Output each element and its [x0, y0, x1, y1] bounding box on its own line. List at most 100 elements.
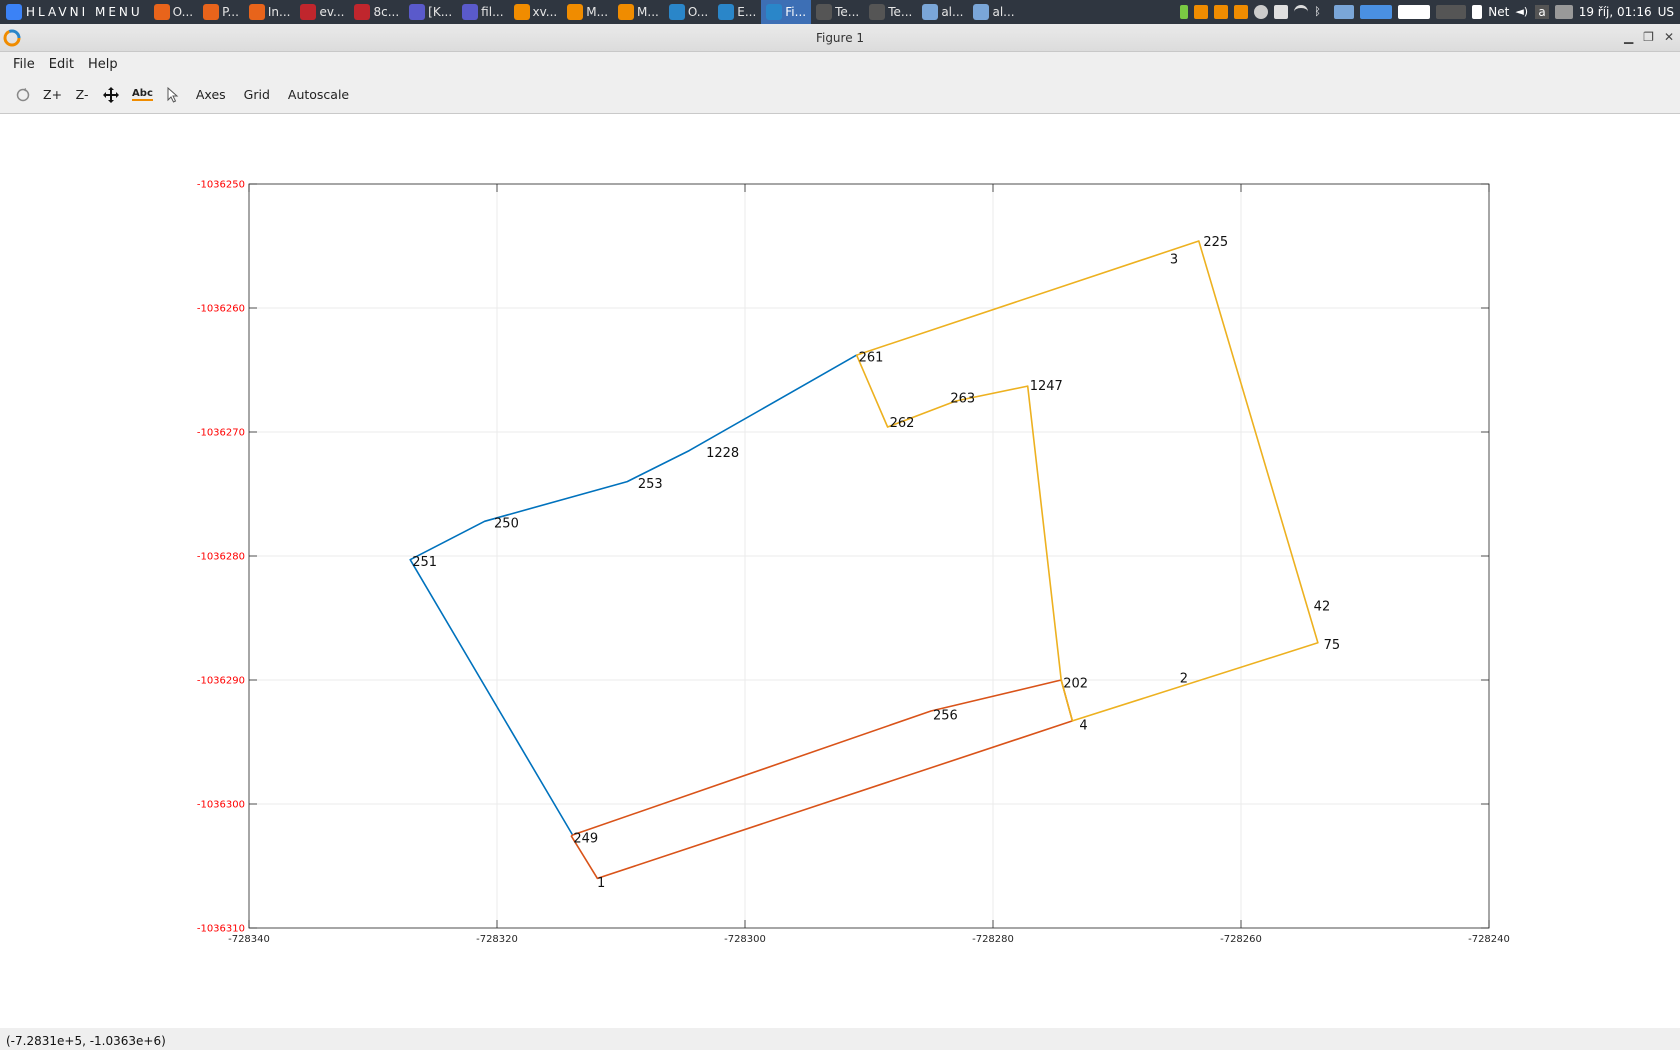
bluetooth-icon[interactable]: ᛒ — [1314, 5, 1321, 18]
select-button[interactable] — [160, 81, 186, 109]
point-label-17: 1 — [597, 876, 605, 891]
vlc-tray-icon-3[interactable] — [1234, 5, 1249, 19]
taskbar-task-15[interactable]: al... — [917, 0, 968, 24]
x-tick-label-4: -728260 — [1220, 934, 1262, 945]
x-tick-label-2: -728300 — [724, 934, 766, 945]
taskbar-task-1[interactable]: P... — [198, 0, 244, 24]
taskbar-task-3[interactable]: ev... — [295, 0, 349, 24]
sync-icon[interactable] — [1254, 5, 1269, 19]
taskbar-task-13[interactable]: Te... — [811, 0, 864, 24]
start-menu-button[interactable]: HLAVNI MENU — [0, 0, 149, 24]
point-label-1: 3 — [1170, 252, 1178, 267]
point-label-9: 251 — [412, 555, 437, 570]
vlc-tray-icon[interactable] — [1194, 5, 1209, 19]
taskbar-task-14[interactable]: Te... — [864, 0, 917, 24]
point-label-11: 75 — [1324, 638, 1341, 653]
battery-icon[interactable] — [1180, 5, 1189, 19]
task-app-icon — [567, 4, 584, 20]
status-bar: (-7.2831e+5, -1.0363e+6) — [0, 1028, 1680, 1050]
close-icon[interactable]: ✕ — [1663, 30, 1674, 44]
taskbar-task-16[interactable]: al... — [968, 0, 1019, 24]
task-app-icon — [668, 4, 685, 20]
x-tick-label-3: -728280 — [972, 934, 1014, 945]
task-app-icon — [300, 4, 317, 20]
task-label: Te... — [835, 5, 860, 19]
taskbar-task-8[interactable]: M... — [562, 0, 613, 24]
system-tray: ᛒ Net ◄) a 19 říj, 01:16 US — [1174, 0, 1680, 24]
maximize-icon[interactable]: ❐ — [1643, 30, 1654, 44]
clock[interactable]: 19 říj, 01:16 — [1578, 5, 1652, 19]
taskbar-task-10[interactable]: O... — [664, 0, 713, 24]
zoom-out-button[interactable]: Z- — [75, 87, 89, 102]
window-title: Figure 1 — [815, 30, 865, 45]
minimize-icon[interactable]: ▁ — [1623, 30, 1634, 44]
axes-button[interactable]: Axes — [195, 87, 226, 102]
insert-text-button[interactable]: Abc — [127, 81, 158, 109]
zoom-in-button[interactable]: Z+ — [43, 87, 63, 102]
task-label: M... — [586, 5, 609, 19]
memory-monitor-icon — [1472, 5, 1483, 19]
menu-file[interactable]: File — [13, 56, 35, 72]
taskbar-task-7[interactable]: xv... — [509, 0, 563, 24]
taskbar-task-5[interactable]: [K... — [404, 0, 457, 24]
wifi-icon[interactable] — [1294, 5, 1309, 19]
plot-chart[interactable]: -728340 -728320 -728300 -728280 -728260 -7282… — [0, 114, 1680, 1028]
taskbar-task-12[interactable]: Fi... — [761, 0, 812, 24]
point-label-0: 225 — [1203, 235, 1228, 250]
x-tick-label-5: -728240 — [1468, 934, 1510, 945]
start-menu-label: HLAVNI MENU — [26, 5, 143, 19]
point-label-4: 263 — [950, 391, 975, 406]
y-tick-label-3: -1036280 — [197, 552, 245, 563]
y-tick-label-5: -1036300 — [197, 800, 245, 811]
task-label: M... — [637, 5, 659, 19]
grid-button[interactable]: Grid — [243, 87, 270, 102]
notes-icon[interactable] — [1554, 5, 1573, 19]
task-app-icon — [869, 4, 886, 20]
figure-toolbar: Z+ Z- Abc Axes Grid Autoscale — [0, 76, 1680, 114]
point-label-13: 202 — [1063, 676, 1088, 691]
pan-button[interactable] — [97, 81, 125, 109]
menu-help[interactable]: Help — [87, 56, 118, 72]
volume-icon[interactable]: ◄) — [1515, 5, 1529, 18]
pointer-icon — [167, 86, 179, 103]
keyboard-layout[interactable]: US — [1657, 5, 1674, 19]
task-label: In... — [267, 5, 291, 19]
task-label: Fi... — [785, 5, 807, 19]
taskbar-task-2[interactable]: In... — [244, 0, 296, 24]
series-line-2 — [855, 240, 1319, 722]
workspace-switcher-icon[interactable] — [1360, 5, 1393, 19]
window-titlebar[interactable]: Figure 1 ▁ ❐ ✕ — [0, 24, 1680, 52]
menu-edit[interactable]: Edit — [48, 56, 74, 72]
task-label: Te... — [888, 5, 913, 19]
point-label-12: 2 — [1180, 672, 1188, 687]
point-label-5: 262 — [890, 416, 915, 431]
series-line-1 — [570, 679, 1074, 880]
y-tick-label-2: -1036270 — [197, 428, 245, 439]
rotate-button[interactable] — [10, 81, 36, 109]
taskbar-task-4[interactable]: 8c... — [349, 0, 404, 24]
taskbar-task-6[interactable]: fil... — [457, 0, 508, 24]
x-tick-label-0: -728340 — [228, 934, 270, 945]
autoscale-button[interactable]: Autoscale — [287, 87, 350, 102]
figure-canvas[interactable]: -728340 -728320 -728300 -728280 -728260 -7282… — [0, 114, 1680, 1028]
workspace-2-icon[interactable] — [1398, 5, 1431, 19]
taskbar-task-11[interactable]: E... — [713, 0, 761, 24]
task-label: ev... — [319, 5, 345, 19]
network-label[interactable]: Net — [1488, 5, 1510, 19]
task-app-icon — [354, 4, 371, 20]
taskbar-task-9[interactable]: M... — [613, 0, 664, 24]
point-label-14: 256 — [933, 709, 958, 724]
text-tool-icon: Abc — [132, 87, 153, 101]
task-label: fil... — [481, 5, 504, 19]
task-app-icon — [203, 4, 220, 20]
cpu-monitor-icon — [1436, 5, 1467, 19]
display-icon[interactable] — [1334, 5, 1355, 19]
task-app-icon — [462, 4, 479, 20]
task-app-icon — [766, 4, 783, 20]
taskbar-task-0[interactable]: O... — [149, 0, 198, 24]
vlc-tray-icon-2[interactable] — [1214, 5, 1229, 19]
task-app-icon — [409, 4, 426, 20]
y-tick-label-1: -1036260 — [197, 304, 245, 315]
dropbox-icon[interactable] — [1274, 5, 1289, 19]
keyboard-indicator[interactable]: a — [1535, 5, 1549, 19]
